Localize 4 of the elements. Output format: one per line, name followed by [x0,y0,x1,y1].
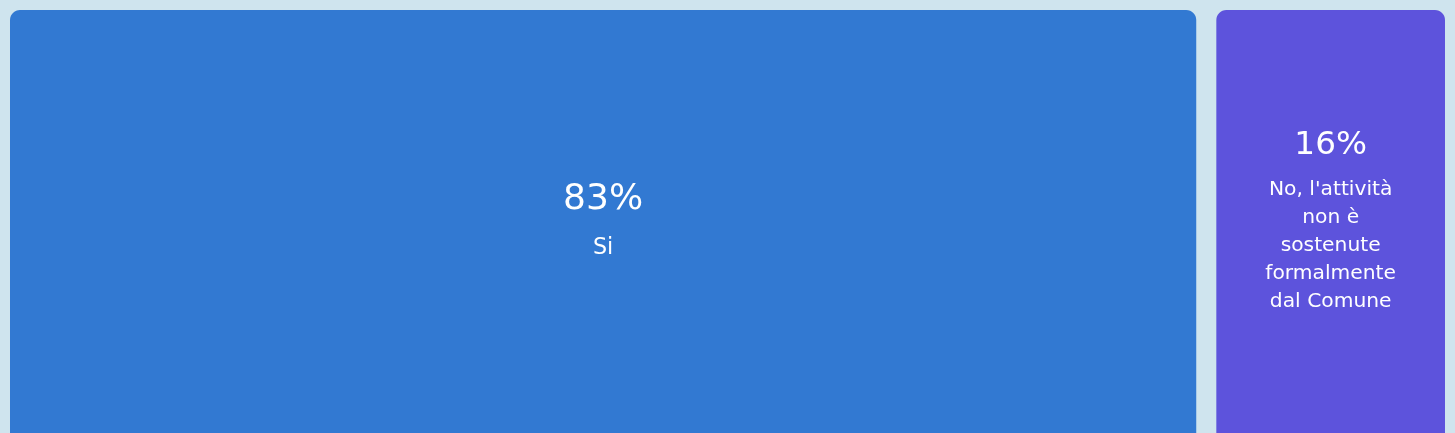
data-label: 83% [563,175,644,217]
category-label: No, l'attività non è sostenute formalmente dal Comune [1265,176,1396,313]
category-label: Si [592,233,614,260]
data-label: 16% [1294,124,1367,163]
